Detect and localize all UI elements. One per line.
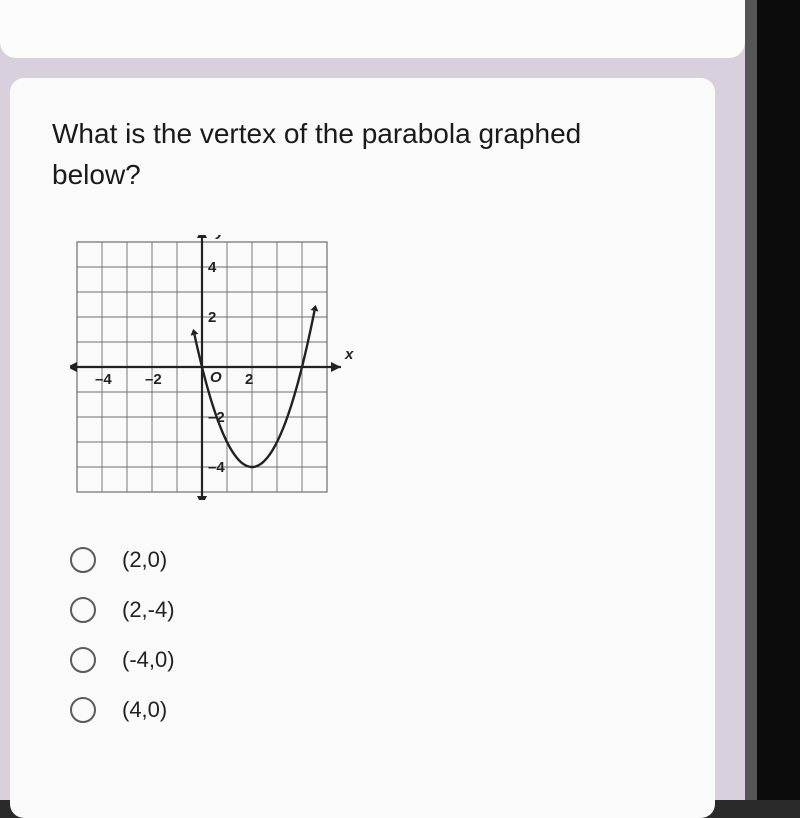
- option-label: (4,0): [122, 697, 167, 723]
- option-row[interactable]: (-4,0): [70, 647, 675, 673]
- option-label: (2,0): [122, 547, 167, 573]
- question-text: What is the vertex of the parabola graph…: [52, 114, 675, 195]
- frame-side-black: [757, 0, 800, 800]
- radio-button[interactable]: [70, 647, 96, 673]
- radio-button[interactable]: [70, 547, 96, 573]
- option-label: (-4,0): [122, 647, 175, 673]
- radio-button[interactable]: [70, 697, 96, 723]
- svg-text:–4: –4: [208, 459, 225, 476]
- frame-side-gray: [745, 0, 757, 800]
- option-row[interactable]: (2,0): [70, 547, 675, 573]
- svg-text:–2: –2: [145, 371, 162, 388]
- svg-text:y: y: [215, 235, 225, 240]
- option-label: (2,-4): [122, 597, 175, 623]
- svg-text:2: 2: [245, 371, 253, 388]
- previous-card-tail: [0, 0, 745, 58]
- parabola-graph: yxO–4–2242–2–4: [70, 235, 675, 505]
- svg-text:2: 2: [208, 309, 216, 326]
- answer-options: (2,0) (2,-4) (-4,0) (4,0): [70, 547, 675, 723]
- svg-text:–4: –4: [95, 371, 112, 388]
- svg-text:4: 4: [208, 259, 217, 276]
- option-row[interactable]: (4,0): [70, 697, 675, 723]
- svg-text:x: x: [344, 346, 354, 363]
- option-row[interactable]: (2,-4): [70, 597, 675, 623]
- question-card: What is the vertex of the parabola graph…: [10, 78, 715, 818]
- radio-button[interactable]: [70, 597, 96, 623]
- svg-text:O: O: [210, 369, 222, 386]
